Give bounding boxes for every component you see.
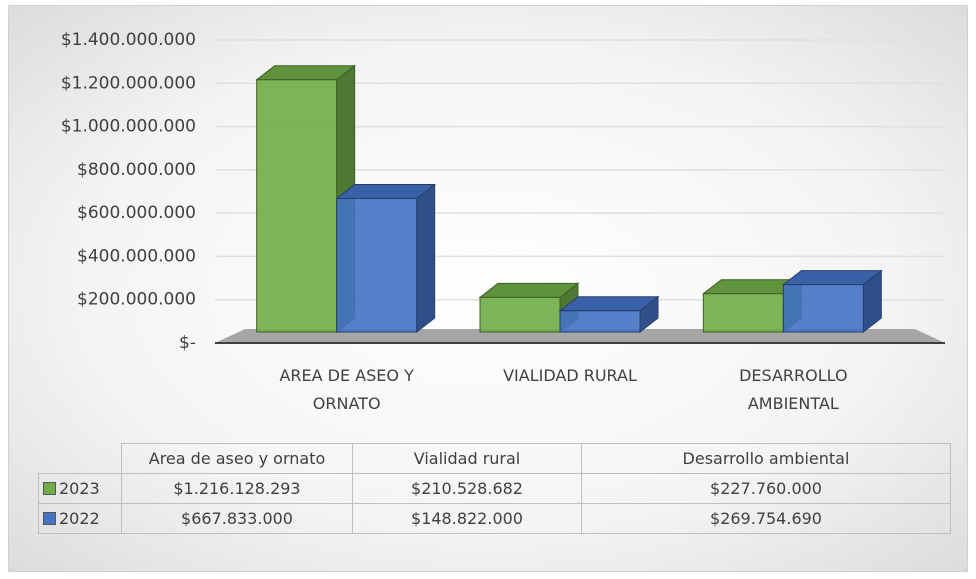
data-table: Area de aseo y ornato Vialidad rural Desar…	[38, 443, 951, 534]
bar-top	[478, 282, 580, 298]
legend-cell: 2023	[38, 473, 122, 504]
bar-top	[335, 183, 437, 199]
table-value: $210.528.682	[352, 473, 582, 504]
y-tick-label: $600.000.000	[77, 203, 196, 223]
legend-swatch	[43, 482, 56, 495]
table-row: 2022 $667.833.000 $148.822.000 $269.754.690	[38, 503, 951, 534]
bar	[336, 197, 418, 333]
table-value: $227.760.000	[581, 473, 951, 504]
table-row: 2023 $1.216.128.293 $210.528.682 $227.760.0…	[38, 473, 951, 504]
legend-label: 2023	[59, 479, 100, 498]
legend-label: 2022	[59, 509, 100, 528]
bar-top	[781, 270, 883, 286]
y-tick-label: $1.000.000.000	[61, 117, 196, 137]
legend-cell: 2022	[38, 503, 122, 534]
bar-side	[416, 183, 436, 334]
y-tick-label: $800.000.000	[77, 160, 196, 180]
y-tick-label: $400.000.000	[77, 246, 196, 266]
bar	[559, 310, 641, 333]
bar-top	[558, 296, 660, 312]
legend-swatch	[43, 512, 56, 525]
column-header: Vialidad rural	[352, 443, 582, 474]
table-value: $148.822.000	[352, 503, 582, 534]
y-tick-label: $1.200.000.000	[61, 73, 196, 93]
table-value: $269.754.690	[581, 503, 951, 534]
bar	[702, 293, 784, 333]
bar	[479, 296, 561, 333]
table-value: $1.216.128.293	[121, 473, 353, 504]
x-tick-label: VIALIDAD RURAL	[503, 366, 637, 385]
bar-top	[255, 65, 357, 81]
x-tick-label: AREA DE ASEO Y ORNATO	[279, 366, 414, 413]
bar	[782, 284, 864, 333]
y-tick-label: $-	[179, 333, 196, 353]
column-header: Desarrollo ambiental	[581, 443, 951, 474]
corner-cell	[38, 443, 122, 474]
x-tick-label: DESARROLLO AMBIENTAL	[739, 366, 848, 413]
y-tick-label: $1.400.000.000	[61, 30, 196, 50]
y-tick-label: $200.000.000	[77, 290, 196, 310]
bar	[256, 79, 338, 333]
table-value: $667.833.000	[121, 503, 353, 534]
column-header: Area de aseo y ornato	[121, 443, 353, 474]
table-header: Area de aseo y ornato Vialidad rural Desar…	[38, 443, 951, 474]
